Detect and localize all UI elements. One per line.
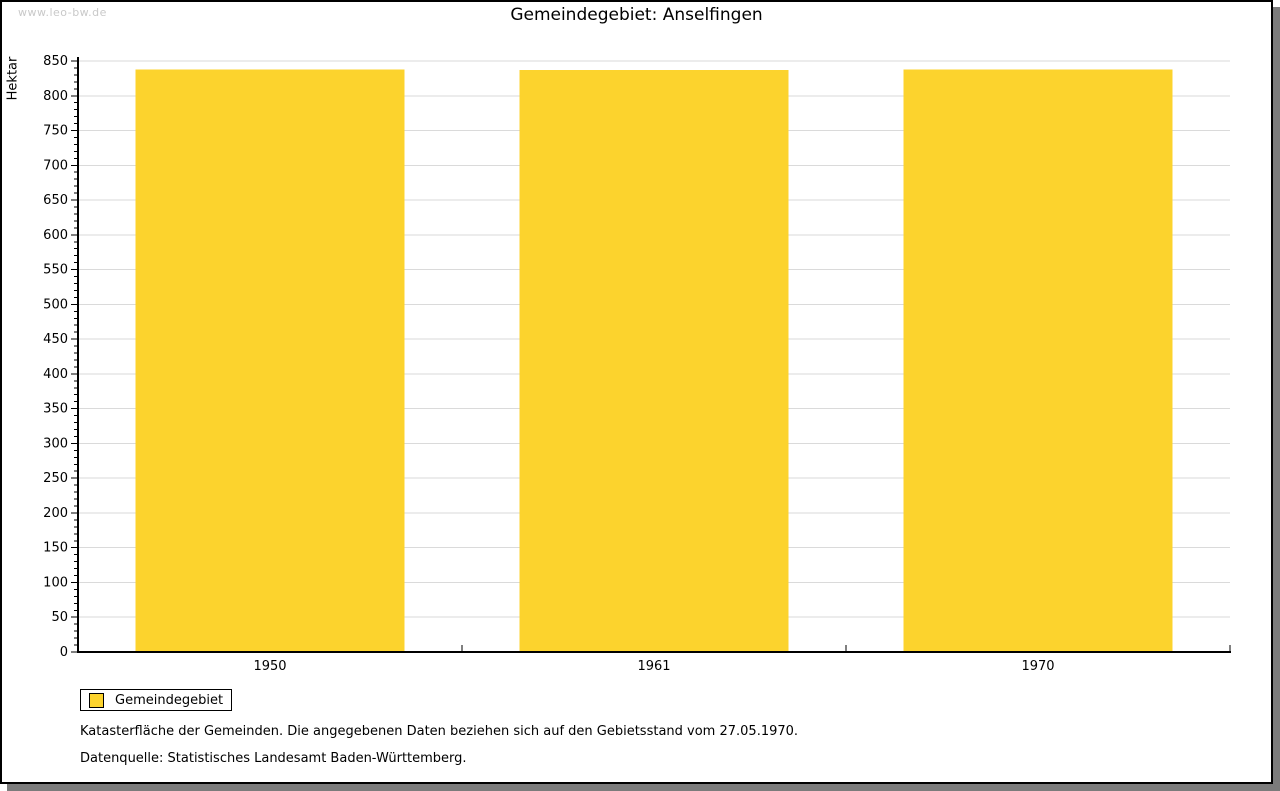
x-axis-line xyxy=(77,651,1231,653)
y-tick-label: 750 xyxy=(43,124,68,139)
y-tick-label: 650 xyxy=(43,193,68,208)
y-tick-label: 550 xyxy=(43,263,68,278)
y-tick-label: 800 xyxy=(43,89,68,104)
y-tick-label: 700 xyxy=(43,158,68,173)
y-tick-label: 50 xyxy=(51,610,68,625)
legend: Gemeindegebiet xyxy=(80,689,232,711)
y-tick-label: 350 xyxy=(43,402,68,417)
chart-title: Gemeindegebiet: Anselfingen xyxy=(510,5,763,25)
y-tick-label: 250 xyxy=(43,471,68,486)
x-category-label: 1950 xyxy=(253,659,286,674)
watermark: www.leo-bw.de xyxy=(18,6,107,19)
y-tick-label: 400 xyxy=(43,367,68,382)
y-tick-label: 100 xyxy=(43,575,68,590)
legend-swatch xyxy=(89,692,104,708)
y-tick-label: 0 xyxy=(60,645,68,660)
x-category-label: 1961 xyxy=(637,659,670,674)
bar xyxy=(903,69,1173,653)
bar xyxy=(519,70,789,653)
chart-svg: 0 50 100 150 200 250 300 350 400 450 500 550 600 650 7… xyxy=(43,54,1231,674)
y-axis-line xyxy=(77,57,79,653)
x-category-label: 1970 xyxy=(1021,659,1054,674)
y-tick-label: 300 xyxy=(43,436,68,451)
y-tick-label: 450 xyxy=(43,332,68,347)
legend-label: Gemeindegebiet xyxy=(115,692,224,708)
y-tick-label: 200 xyxy=(43,506,68,521)
y-tick-label: 600 xyxy=(43,228,68,243)
y-tick-label: 850 xyxy=(43,54,68,69)
footnote-line2: Datenquelle: Statistisches Landesamt Bad… xyxy=(80,751,467,766)
bar xyxy=(135,69,405,653)
y-tick-label: 150 xyxy=(43,541,68,556)
footnote-line1: Katasterfläche der Gemeinden. Die angege… xyxy=(80,724,799,739)
y-tick-label: 500 xyxy=(43,297,68,312)
